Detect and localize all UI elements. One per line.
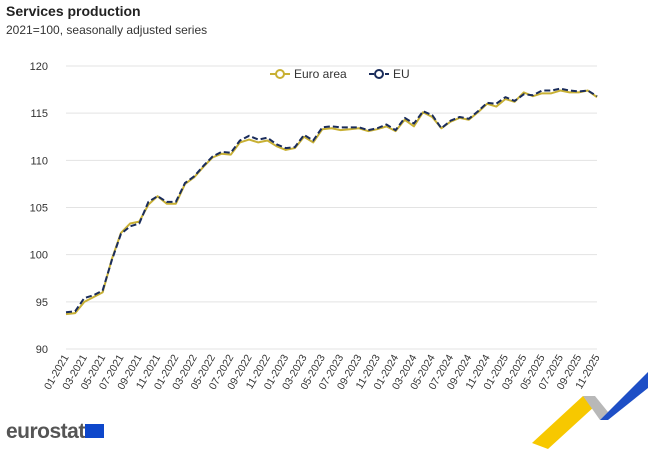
y-tick-label: 110 [30,155,48,167]
chart-title: Services production [6,3,141,19]
legend-marker [374,69,384,79]
ribbon-blue [600,372,648,420]
series-line-eu [65,87,598,314]
y-tick-label: 120 [30,61,48,73]
legend-label: EU [393,67,410,81]
y-tick-label: 95 [36,297,48,309]
y-tick-label: 100 [30,250,48,262]
legend-marker [275,69,285,79]
y-tick-label: 105 [30,203,48,215]
ribbon-grey [583,396,608,420]
ribbon-yellow [532,396,595,449]
eu-flag-icon [85,424,104,438]
chart-subtitle: 2021=100, seasonally adjusted series [6,23,208,37]
y-tick-label: 115 [30,108,48,120]
eurostat-logo: eurostat [6,420,85,443]
y-tick-label: 90 [36,344,48,356]
series-line-euro-area [65,89,598,316]
legend-label: Euro area [294,67,347,81]
